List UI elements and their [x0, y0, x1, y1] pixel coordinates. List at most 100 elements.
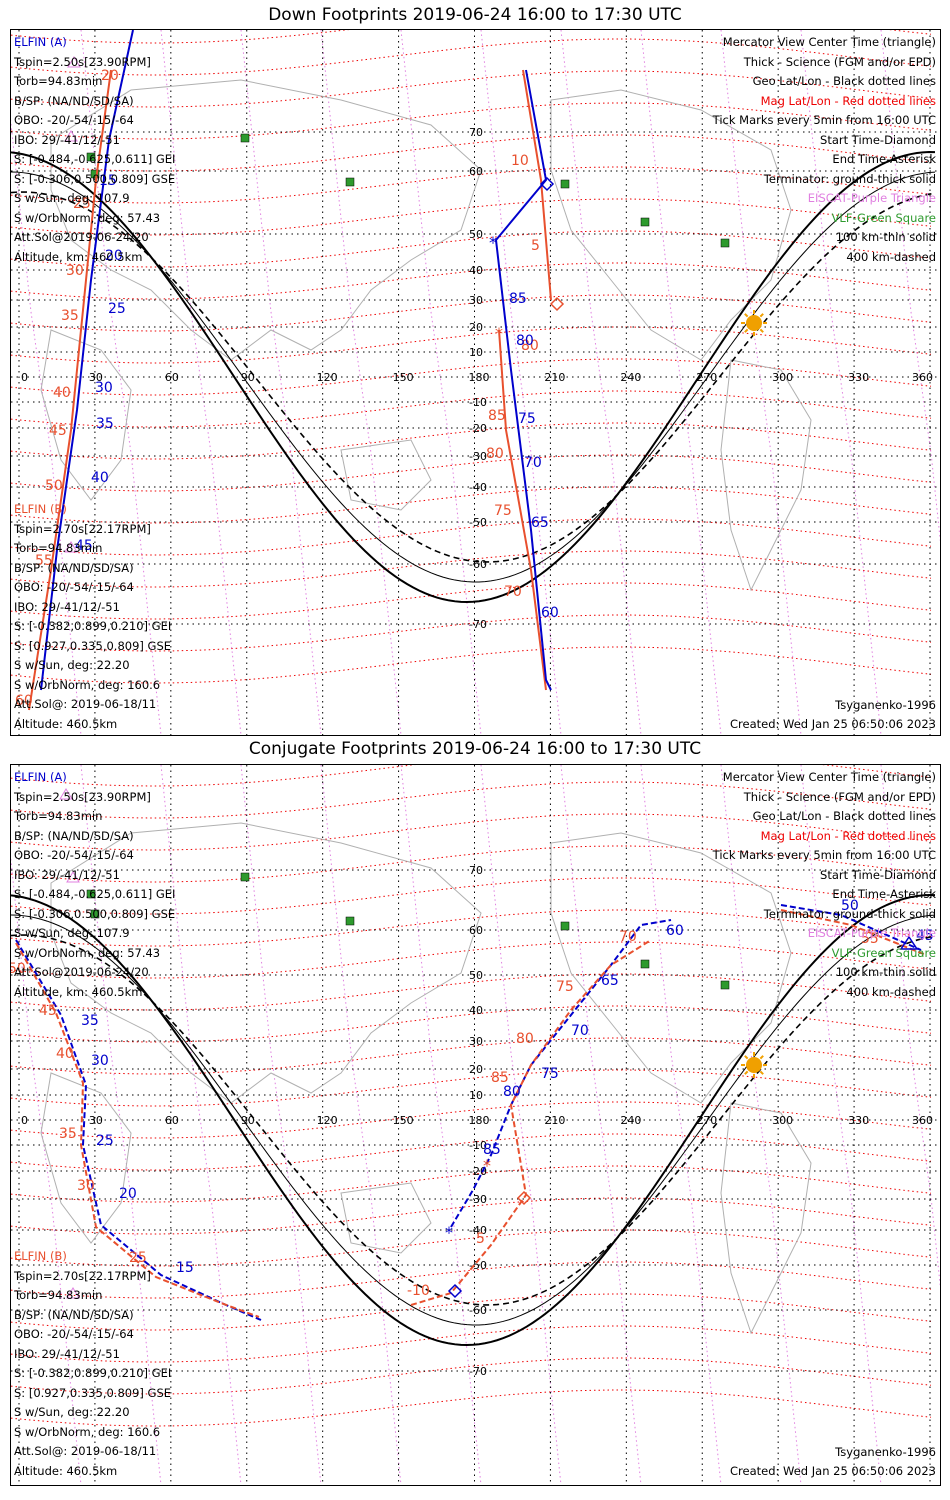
- elfin-b-time-label: 50: [11, 961, 26, 977]
- lat-tick-label: 40: [469, 264, 483, 277]
- sun-ray: [759, 1055, 764, 1060]
- elfin-a-time-label: 15: [176, 1260, 194, 1276]
- legend-item: Tick Marks every 5min from 16:00 UTC: [712, 848, 936, 862]
- end-asterisk: *: [445, 1223, 453, 1242]
- elfin-a-time-label: 20: [105, 248, 123, 264]
- elfin-b-line: S w/OrbNorm, deg: 160.6: [14, 677, 161, 692]
- mag-lat-line: [11, 1069, 932, 1107]
- eiscat-triangle: [67, 56, 81, 68]
- lat-tick-label: 30: [469, 294, 483, 307]
- start-diamond: [516, 1190, 532, 1206]
- legend-item: EISCAT-Purple Triangle: [807, 191, 936, 205]
- lat-tick-label: -30: [469, 450, 487, 463]
- elfin-a-time-label: 80: [516, 333, 534, 349]
- elfin-b-line: S w/Sun, deg: 22.20: [14, 1405, 130, 1419]
- elfin-b-track: [498, 329, 547, 691]
- sun-ray: [759, 1070, 764, 1075]
- lat-tick-label: -20: [469, 1165, 487, 1178]
- elfin-a-time-label: 35: [81, 1013, 99, 1029]
- mag-lat-line: [11, 614, 932, 652]
- mag-lon-line: [800, 765, 882, 1485]
- elfin-b-line: OBO: -20/-54/-15/-64: [14, 580, 134, 594]
- mag-lat-line: [11, 486, 932, 524]
- mag-lat-line: [11, 877, 932, 915]
- legend-item: Mercator View Center Time (triangle): [722, 35, 936, 49]
- elfin-a-line: Tspin=2.50s[23.90RPM]: [14, 789, 151, 804]
- model-label: Tsyganenko-1996: [835, 698, 936, 712]
- legend-item: End Time-Asterisk: [832, 152, 936, 166]
- lon-tick-label: 90: [241, 371, 255, 384]
- map-legend: Mercator View Center Time (triangle) Thi…: [713, 768, 936, 1002]
- lat-tick-label: -30: [469, 1193, 487, 1206]
- elfin-a-line: S: [-0.484,-0.625,0.611] GEI: [14, 152, 176, 166]
- lon-tick-label: 120: [317, 1114, 338, 1127]
- lat-tick-label: 10: [469, 346, 483, 359]
- elfin-b-time-label: 45: [39, 1003, 57, 1019]
- legend-item: Geo Lat/Lon - Black dotted lines: [752, 74, 936, 88]
- vlf-station-square: [90, 909, 100, 919]
- elfin-a-time-label: 20: [119, 1186, 137, 1202]
- elfin-b-line: S: [-0.382,0.899,0.210] GEI: [14, 619, 172, 633]
- lat-tick-label: 60: [469, 924, 483, 937]
- lon-tick-label: 300: [772, 371, 793, 384]
- elfin-b-time-label: 55: [861, 931, 879, 947]
- elfin-a-time-label: 65: [531, 515, 549, 531]
- lon-tick-label: 180: [469, 371, 490, 384]
- elfin-b-line: Torb=94.83min: [14, 1288, 103, 1302]
- elfin-a-time-label: 60: [541, 605, 559, 621]
- elfin-b-time-label: 35: [61, 308, 79, 324]
- elfin-a-name: ELFIN (A): [14, 770, 67, 784]
- mag-lon-line: [80, 765, 162, 1485]
- lat-tick-label: -40: [469, 1224, 487, 1237]
- mag-lat-line: [11, 1037, 932, 1075]
- vlf-station-square: [345, 177, 355, 187]
- lon-tick-label: 60: [165, 371, 179, 384]
- elfin-a-time-label: 30: [95, 380, 113, 396]
- mag-lon-line: [720, 30, 802, 735]
- elfin-a-line: S: [-0.306,0.500,0.809] GSE: [14, 171, 176, 186]
- elfin-b-time-label: 25: [129, 1250, 147, 1266]
- lon-tick-label: 30: [89, 371, 103, 384]
- mag-lat-line: [11, 1261, 932, 1299]
- elfin-a-line: Torb=94.83min: [14, 74, 103, 88]
- elfin-b-time-label: 45: [49, 423, 67, 439]
- end-asterisk: *: [489, 233, 497, 252]
- lat-tick-label: 70: [469, 126, 483, 139]
- land-outline: [550, 832, 792, 1104]
- elfin-b-line: Altitude: 460.5km: [14, 1463, 118, 1478]
- lon-tick-label: 330: [848, 371, 869, 384]
- legend-item: Tick Marks every 5min from 16:00 UTC: [712, 113, 936, 127]
- legend-item: Start Time-Diamond: [820, 132, 936, 147]
- lon-tick-label: 0: [21, 371, 28, 384]
- elfin-b-time-label: 10: [511, 153, 529, 169]
- elfin-b-line: Torb=94.83min: [14, 541, 103, 555]
- elfin-a-name: ELFIN (A): [14, 35, 67, 49]
- model-label: Tsyganenko-1996: [835, 1445, 936, 1459]
- created-label: Created: Wed Jan 25 06:50:06 2023: [729, 1464, 936, 1478]
- elfin-a-line: B/SP: (NA/ND/SD/SA): [14, 93, 134, 108]
- mag-lon-line: [400, 30, 482, 735]
- sun-ray: [744, 1070, 749, 1075]
- legend-item: EISCAT-Purple Triangle: [807, 926, 936, 940]
- legend-item: 400 km-dashed: [846, 984, 936, 999]
- end-asterisk: *: [483, 1156, 491, 1175]
- start-diamond: [549, 296, 565, 312]
- land-outline: [40, 329, 132, 501]
- terminator-ground: [11, 894, 936, 1346]
- lat-tick-label: 70: [469, 864, 483, 877]
- vlf-station-square: [640, 959, 650, 969]
- legend-item: Terminator: ground-thick solid: [763, 171, 936, 186]
- vlf-station-square: [240, 872, 250, 882]
- vlf-station-square: [90, 169, 100, 179]
- mag-lon-line: [800, 30, 882, 735]
- mag-lat-line: [11, 454, 932, 492]
- panel-2-title: Conjugate Footprints 2019-06-24 16:00 to…: [248, 739, 702, 759]
- lat-tick-label: 10: [469, 1089, 483, 1102]
- land-outline: [550, 89, 792, 361]
- vlf-station-square: [560, 179, 570, 189]
- elfin-b-line: Att.Sol@: 2019-06-18/11: [14, 697, 157, 711]
- elfin-b-time-label: 30: [77, 1178, 95, 1194]
- mag-lat-line: [11, 845, 932, 883]
- lat-tick-label: -60: [469, 1304, 487, 1317]
- elfin-b-line: Tspin=2.70s[22.17RPM]: [14, 1268, 151, 1283]
